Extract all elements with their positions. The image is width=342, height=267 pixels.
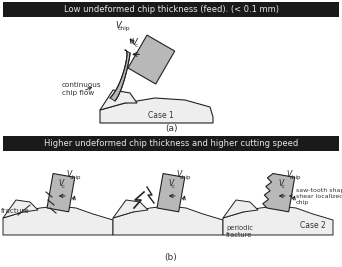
Polygon shape bbox=[110, 50, 130, 101]
Text: saw-tooth shape
shear localized
chip: saw-tooth shape shear localized chip bbox=[296, 188, 342, 205]
Text: Case 2: Case 2 bbox=[300, 221, 326, 230]
Polygon shape bbox=[47, 174, 75, 212]
Polygon shape bbox=[113, 206, 223, 235]
Text: chip: chip bbox=[290, 175, 301, 180]
Text: c: c bbox=[62, 184, 65, 189]
Text: V: V bbox=[279, 179, 284, 188]
Text: chip: chip bbox=[69, 175, 81, 180]
Polygon shape bbox=[113, 200, 148, 218]
Text: Case 1: Case 1 bbox=[148, 111, 174, 120]
Text: V: V bbox=[177, 170, 182, 179]
Bar bbox=[3, 136, 339, 151]
Polygon shape bbox=[3, 200, 38, 218]
Text: (b): (b) bbox=[165, 253, 177, 262]
Text: c: c bbox=[282, 184, 285, 189]
Polygon shape bbox=[223, 200, 258, 218]
Text: V: V bbox=[115, 21, 121, 30]
Text: c: c bbox=[134, 43, 137, 48]
Text: V: V bbox=[287, 170, 292, 179]
Polygon shape bbox=[157, 174, 185, 212]
Text: Higher undeformed chip thickness and higher cutting speed: Higher undeformed chip thickness and hig… bbox=[44, 139, 298, 148]
Text: continuous
chip flow: continuous chip flow bbox=[62, 82, 102, 96]
Polygon shape bbox=[100, 90, 137, 110]
Text: c: c bbox=[172, 184, 175, 189]
Text: V: V bbox=[131, 38, 137, 47]
Text: periodic
fracture: periodic fracture bbox=[226, 225, 253, 238]
Polygon shape bbox=[3, 206, 113, 235]
Text: V: V bbox=[67, 170, 72, 179]
Text: chip: chip bbox=[180, 175, 191, 180]
Text: Low undeformed chip thickness (feed). (< 0.1 mm): Low undeformed chip thickness (feed). (<… bbox=[64, 6, 278, 14]
Polygon shape bbox=[223, 206, 333, 235]
Text: V: V bbox=[169, 179, 174, 188]
Polygon shape bbox=[263, 174, 295, 212]
Text: fracture: fracture bbox=[1, 208, 30, 214]
Text: (a): (a) bbox=[165, 124, 177, 133]
Polygon shape bbox=[100, 98, 213, 123]
Polygon shape bbox=[128, 35, 175, 84]
Bar bbox=[3, 2, 339, 17]
Text: chip: chip bbox=[118, 26, 131, 31]
Text: V: V bbox=[59, 179, 64, 188]
